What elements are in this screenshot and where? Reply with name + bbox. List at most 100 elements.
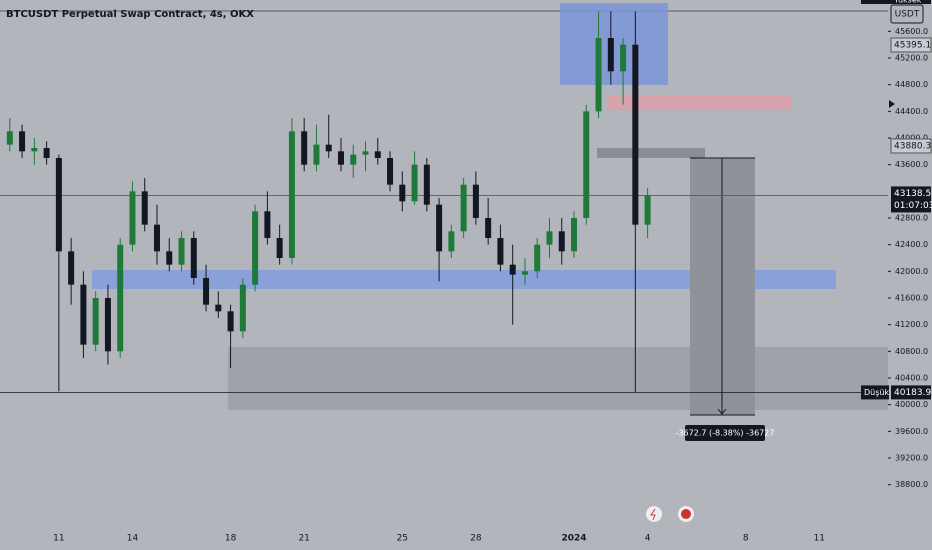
- candle-body: [215, 304, 222, 312]
- event-icon[interactable]: [646, 506, 662, 522]
- candle-body: [313, 144, 320, 165]
- y-tick-label: 41600.0: [895, 294, 928, 303]
- candle-body: [460, 184, 467, 232]
- candle-body: [166, 251, 173, 265]
- low-badge: [891, 385, 931, 400]
- zone: [92, 270, 836, 289]
- price-badge: [890, 37, 932, 53]
- candle-body: [6, 131, 13, 145]
- chart-title: BTCUSDT Perpetual Swap Contract, 4s, OKX: [6, 9, 254, 20]
- y-tick-label: 43600.0: [895, 160, 928, 169]
- candle-body: [80, 284, 87, 345]
- candle-body: [607, 38, 614, 72]
- candle-body: [227, 311, 234, 332]
- x-tick-label: 2024: [561, 534, 586, 544]
- candle-body: [399, 184, 406, 202]
- price-badge: [890, 138, 932, 154]
- x-tick-label: 14: [127, 534, 139, 544]
- candle-body: [92, 298, 99, 345]
- candle-body: [264, 211, 271, 238]
- price-badge-label: 43880.3: [894, 141, 931, 151]
- candle-body: [546, 231, 553, 245]
- currency: USDT: [895, 10, 920, 20]
- candle-body: [387, 158, 394, 185]
- y-tick-label: 44000.0: [895, 134, 928, 143]
- candle-body: [497, 238, 504, 265]
- x-tick-label: 28: [470, 534, 482, 544]
- y-tick-label: 45200.0: [895, 54, 928, 63]
- zone: [228, 347, 888, 410]
- candle-body: [55, 158, 62, 252]
- price-axis: [888, 0, 932, 550]
- candle-body: [239, 284, 246, 332]
- last-price-badge: [891, 186, 931, 213]
- candle-body: [350, 154, 357, 165]
- candle-body: [362, 151, 369, 155]
- x-tick-label: 11: [53, 534, 64, 544]
- x-tick-label: 8: [743, 534, 749, 544]
- x-tick-label: 25: [397, 534, 408, 544]
- flag-icon: [681, 509, 691, 519]
- low-tag-label: Düşük: [864, 388, 889, 397]
- high-tag-label: Yüksek: [893, 0, 922, 5]
- candle-body: [19, 131, 26, 152]
- candle-body: [571, 218, 578, 252]
- zone: [560, 3, 668, 85]
- candle-body: [31, 148, 38, 152]
- y-tick-label: 42000.0: [895, 267, 928, 276]
- low-tag: [861, 385, 889, 400]
- x-tick-label: 4: [645, 534, 651, 544]
- candle-body: [374, 151, 381, 158]
- candle-body: [252, 211, 259, 285]
- currency-box: [890, 4, 924, 24]
- y-tick-label: 42400.0: [895, 240, 928, 249]
- candle-body: [301, 131, 308, 165]
- measure-label: -3672.7 (-8.38%) -36727: [676, 429, 775, 438]
- candle-body: [521, 271, 528, 275]
- candle-body: [534, 244, 541, 272]
- candle-body: [276, 238, 283, 258]
- candle-body: [337, 151, 344, 165]
- y-tick-label: 45600.0: [895, 27, 928, 36]
- x-tick-label: 18: [225, 534, 237, 544]
- candle-body: [558, 231, 565, 252]
- zone: [597, 148, 705, 158]
- candle-body: [104, 298, 111, 352]
- candle-body: [141, 191, 148, 225]
- candle-body: [117, 244, 124, 352]
- candle-body: [129, 191, 136, 245]
- candle-body: [411, 164, 418, 202]
- high-tag: [861, 0, 931, 4]
- candle-body: [632, 44, 639, 225]
- candle-body: [436, 204, 443, 252]
- candle-body: [583, 111, 590, 218]
- candle-body: [509, 264, 516, 275]
- y-tick-label: 39600.0: [895, 427, 928, 436]
- candle-body: [595, 38, 602, 112]
- y-tick-label: 41200.0: [895, 320, 928, 329]
- countdown: 01:07:03: [894, 201, 932, 211]
- candle-body: [620, 44, 627, 72]
- drawings: [0, 3, 888, 416]
- alert-marker: [889, 100, 895, 108]
- y-tick-label: 40000.0: [895, 400, 928, 409]
- candle-body: [288, 131, 295, 258]
- candle-body: [153, 224, 160, 252]
- candle-body: [472, 184, 479, 218]
- y-tick-label: 40400.0: [895, 374, 928, 383]
- candle-body: [68, 251, 75, 285]
- candle-body: [43, 148, 50, 158]
- measure-label-box: [685, 425, 765, 441]
- y-tick-label: 39200.0: [895, 454, 928, 463]
- low-price: 40183.9: [894, 388, 931, 398]
- y-tick-label: 44400.0: [895, 107, 928, 116]
- last-price: 43138.5: [894, 189, 931, 199]
- candle-body: [325, 144, 332, 152]
- y-tick-label: 40800.0: [895, 347, 928, 356]
- candle-body: [644, 195, 651, 225]
- y-tick-label: 38800.0: [895, 480, 928, 489]
- candle-body: [448, 231, 455, 252]
- bolt-icon: [650, 508, 656, 521]
